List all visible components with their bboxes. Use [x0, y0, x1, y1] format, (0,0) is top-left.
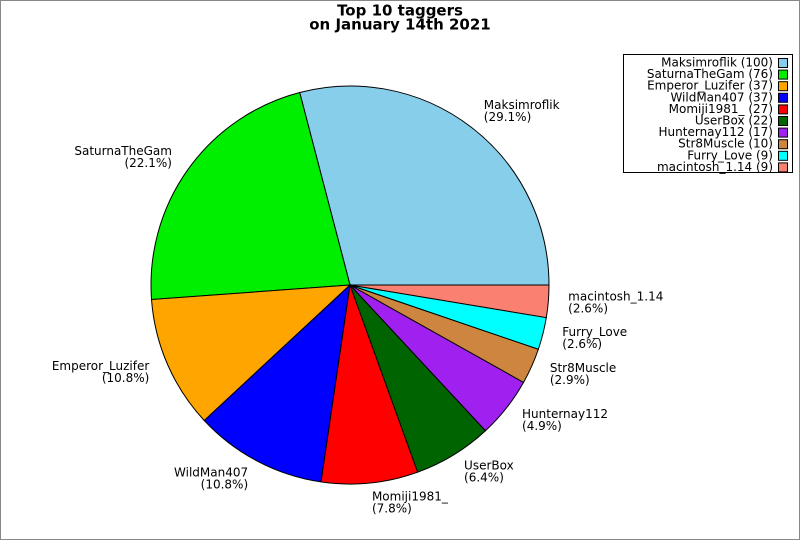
- legend-label: Maksimroflik (100): [661, 56, 773, 70]
- legend-box: [623, 54, 793, 173]
- pie-slice: [299, 85, 550, 286]
- legend-label: WildMan407 (37): [670, 90, 773, 104]
- slice-percent: (22.1%): [124, 156, 171, 170]
- legend-swatch: [778, 104, 788, 115]
- slice-percent: (2.9%): [550, 373, 590, 387]
- chart-subtitle: on January 14th 2021: [309, 16, 490, 34]
- slice-percent: (2.6%): [562, 337, 602, 351]
- slice-label: Str8Muscle: [550, 361, 616, 375]
- slice-percent: (10.8%): [201, 477, 248, 491]
- legend-label: UserBox (22): [695, 114, 773, 128]
- legend-swatch: [778, 139, 788, 150]
- pie-slice: [349, 284, 550, 319]
- legend-swatch: [778, 127, 788, 138]
- pie-slice: [203, 283, 351, 483]
- slice-percent: (2.6%): [568, 301, 608, 315]
- slice-percent: (29.1%): [484, 110, 531, 124]
- legend-swatch: [778, 69, 788, 80]
- slice-label: WildMan407: [174, 465, 248, 479]
- pie-slice: [150, 284, 352, 422]
- legend-label: Momiji1981_ (27): [669, 102, 773, 116]
- legend-label: macintosh_1.14 (9): [657, 160, 773, 174]
- slice-label: Furry_Love: [562, 325, 627, 339]
- legend-label: SaturnaTheGam (76): [647, 67, 773, 81]
- legend-swatch: [778, 116, 788, 126]
- slice-percent: (6.4%): [464, 470, 504, 484]
- legend-swatch: [778, 81, 788, 92]
- slice-label: macintosh_1.14: [568, 289, 663, 303]
- chart-title: Top 10 taggers: [337, 2, 463, 20]
- pie-slice: [320, 284, 419, 485]
- pie-slice: [150, 91, 351, 301]
- slice-percent: (7.8%): [372, 501, 412, 515]
- legend-label: Emperor_Luzifer (37): [647, 79, 773, 93]
- legend-label: Str8Muscle (10): [678, 137, 773, 151]
- slice-percent: (4.9%): [522, 419, 562, 433]
- legend-swatch: [778, 162, 788, 173]
- legend-label: Furry_Love (9): [687, 148, 773, 162]
- legend-swatch: [778, 58, 788, 68]
- legend-swatch: [778, 92, 788, 103]
- slice-percent: (10.8%): [102, 371, 149, 385]
- slice-label: Maksimroflik: [484, 98, 560, 112]
- slice-label: UserBox: [464, 458, 514, 472]
- legend-label: Hunternay112 (17): [659, 125, 773, 139]
- slice-label: Momiji1981_: [372, 489, 449, 503]
- legend-swatch: [778, 150, 788, 161]
- slice-label: SaturnaTheGam: [74, 144, 172, 158]
- slice-label: Emperor_Luzifer: [52, 359, 150, 373]
- slice-label: Hunternay112: [522, 407, 608, 421]
